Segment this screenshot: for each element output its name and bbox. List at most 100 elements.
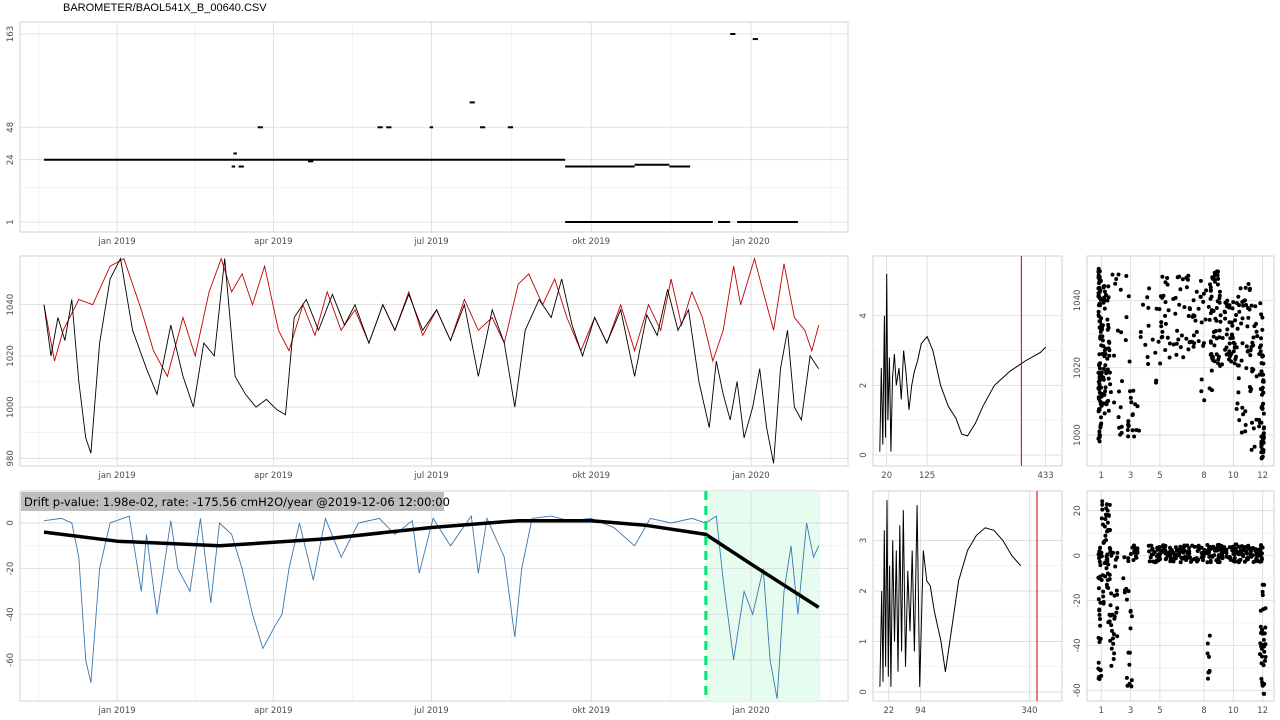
- pressure-month-point: [1124, 274, 1129, 278]
- interval-y-tick-label: 163: [6, 26, 16, 42]
- pressure-month-point: [1106, 408, 1111, 413]
- difference-month-point: [1250, 553, 1255, 558]
- difference-month-point: [1105, 520, 1110, 525]
- difference-spectrum-panel: [872, 490, 1063, 702]
- pressure-month-point: [1215, 282, 1220, 287]
- pressure-month-point: [1241, 412, 1246, 417]
- pressure-month-point: [1097, 319, 1102, 324]
- difference-month-point: [1147, 549, 1152, 554]
- difference-month-point: [1108, 638, 1113, 643]
- pressure-month-point: [1223, 310, 1228, 315]
- pressure-month-point: [1229, 320, 1234, 325]
- pressure-month-point: [1157, 307, 1162, 312]
- pressure-month-point: [1159, 324, 1164, 329]
- pressure-month-point: [1259, 442, 1264, 447]
- difference-month-point: [1260, 582, 1265, 587]
- difference-month-point: [1107, 502, 1112, 507]
- pressure-month-point: [1119, 424, 1124, 429]
- pressure-month-point: [1217, 289, 1222, 294]
- difference-month-point: [1227, 545, 1232, 550]
- difference-spectrum-x-tick-label: 340: [1021, 706, 1037, 716]
- pressure-month-point: [1243, 285, 1248, 290]
- pressure-month-point: [1107, 370, 1112, 375]
- pressure-primary-line: [43, 257, 820, 464]
- pressure-month-point: [1208, 288, 1213, 293]
- pressure-month-point: [1214, 336, 1219, 341]
- pressure-month-point: [1100, 334, 1105, 339]
- pressure-month-point: [1249, 387, 1254, 391]
- pressure-month-point: [1227, 341, 1232, 346]
- pressure-month-point: [1125, 428, 1130, 432]
- difference-month-point: [1207, 654, 1211, 659]
- pressure-month-x-tick-label: 10: [1228, 471, 1239, 481]
- pressure-month-point: [1228, 354, 1233, 359]
- difference-month-point: [1208, 547, 1213, 552]
- difference-month-point: [1178, 560, 1183, 565]
- annotation: Drift p-value: 1.98e-02, rate: -175.56 c…: [21, 492, 450, 511]
- difference-month-point: [1207, 670, 1212, 674]
- difference-spectrum-y-tick-label: 0: [859, 689, 869, 694]
- difference-month-x-tick-label: 3: [1128, 706, 1133, 716]
- pressure-month-point: [1231, 340, 1236, 345]
- difference-month-point: [1259, 545, 1264, 550]
- pressure-month-point: [1244, 366, 1249, 371]
- difference-month-point: [1098, 545, 1103, 550]
- pressure-month-point: [1218, 363, 1223, 368]
- difference-month-point: [1115, 634, 1120, 639]
- pressure-spectrum-y-tick-label: 4: [859, 313, 869, 318]
- pressure-month-point: [1260, 315, 1265, 320]
- pressure-month-point: [1260, 327, 1265, 332]
- pressure-month-point: [1194, 329, 1199, 334]
- difference-month-point: [1115, 555, 1120, 560]
- pressure-month-point: [1178, 345, 1183, 350]
- difference-month-point: [1102, 561, 1107, 566]
- difference-month-point: [1115, 592, 1120, 597]
- difference-month-point: [1111, 550, 1115, 555]
- pressure-month-point: [1208, 285, 1213, 290]
- pressure-month-point: [1099, 316, 1104, 321]
- pressure-month-point: [1246, 315, 1251, 320]
- difference-month-point: [1174, 552, 1179, 557]
- difference-month-point: [1201, 550, 1206, 555]
- pressure-month-point: [1233, 318, 1238, 323]
- pressure-month-point: [1126, 294, 1131, 299]
- pressure-month-point: [1251, 426, 1256, 431]
- pressure-month-point: [1100, 338, 1105, 343]
- pressure-month-point: [1097, 275, 1102, 280]
- pressure-month-point: [1218, 319, 1223, 324]
- difference-month-point: [1208, 558, 1213, 563]
- difference-month-point: [1212, 553, 1217, 558]
- pressure-month-point: [1150, 337, 1155, 342]
- pressure-month-point: [1147, 286, 1152, 291]
- pressure-month-point: [1261, 354, 1265, 358]
- pressure-month-point: [1105, 356, 1110, 361]
- difference-month-point: [1178, 544, 1183, 549]
- pressure-month-point: [1105, 298, 1110, 303]
- pressure-month-point: [1206, 304, 1211, 309]
- difference-spectrum-y-tick-label: 1: [859, 639, 869, 644]
- difference-month-point: [1260, 593, 1265, 598]
- pressure-month-point: [1214, 352, 1219, 357]
- difference-month-point: [1099, 554, 1104, 559]
- difference-month-point: [1129, 684, 1134, 689]
- difference-y-tick-label: -20: [6, 562, 16, 576]
- pressure-month-point: [1239, 358, 1244, 363]
- pressure-month-point: [1138, 335, 1143, 339]
- pressure-month-point: [1106, 322, 1111, 327]
- annotation-text: Drift p-value: 1.98e-02, rate: -175.56 c…: [24, 495, 450, 509]
- pressure-month-point: [1130, 428, 1135, 433]
- difference-spectrum-line: [879, 500, 1021, 687]
- pressure-month-point: [1106, 398, 1111, 403]
- difference-line: [43, 514, 820, 699]
- difference-month-x-tick-label: 1: [1099, 706, 1104, 716]
- pressure-month-point: [1238, 286, 1243, 291]
- pressure-month-point: [1099, 403, 1104, 408]
- pressure-month-point: [1191, 333, 1196, 338]
- difference-month-point: [1164, 556, 1169, 561]
- pressure-reference-line: [43, 256, 820, 378]
- pressure-panel: [19, 255, 849, 467]
- difference-month-point: [1127, 662, 1132, 667]
- difference-month-point: [1260, 683, 1265, 688]
- pressure-month-point: [1254, 329, 1259, 334]
- pressure-month-point: [1163, 300, 1168, 305]
